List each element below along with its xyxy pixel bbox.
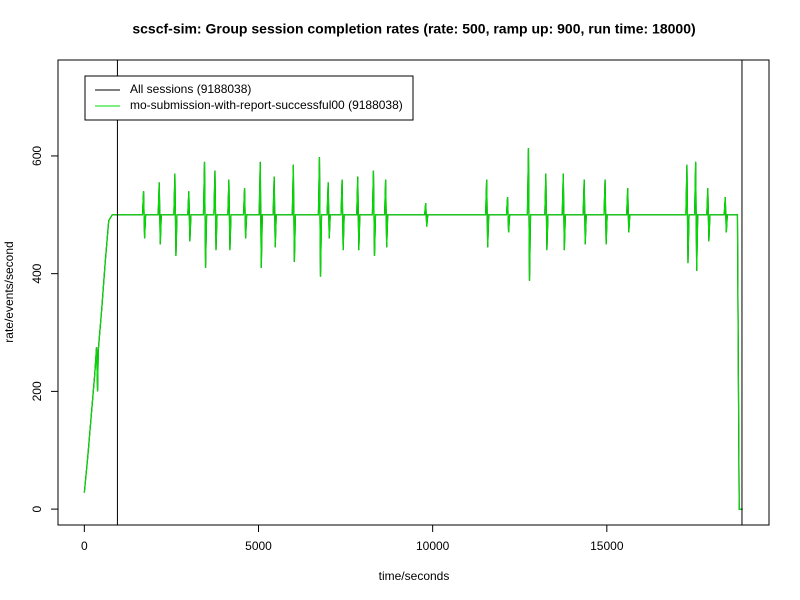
y-tick-label: 400 bbox=[30, 263, 44, 283]
x-tick-label: 10000 bbox=[416, 539, 450, 553]
x-axis-label: time/seconds bbox=[379, 569, 450, 583]
plot-frame bbox=[57, 59, 770, 526]
x-tick-label: 15000 bbox=[590, 539, 624, 553]
chart-title: scscf-sim: Group session completion rate… bbox=[132, 21, 695, 37]
series-line bbox=[83, 148, 743, 510]
legend-label: mo-submission-with-report-successful00 (… bbox=[130, 98, 403, 112]
x-tick-label: 0 bbox=[81, 539, 88, 553]
series-line bbox=[83, 148, 743, 510]
y-tick-label: 0 bbox=[30, 505, 44, 512]
legend-label: All sessions (9188038) bbox=[130, 82, 251, 96]
x-tick-label: 5000 bbox=[245, 539, 272, 553]
legend-box bbox=[84, 75, 414, 121]
y-tick-label: 600 bbox=[30, 146, 44, 166]
y-axis-label: rate/events/second bbox=[2, 241, 16, 342]
y-tick-label: 200 bbox=[30, 381, 44, 401]
